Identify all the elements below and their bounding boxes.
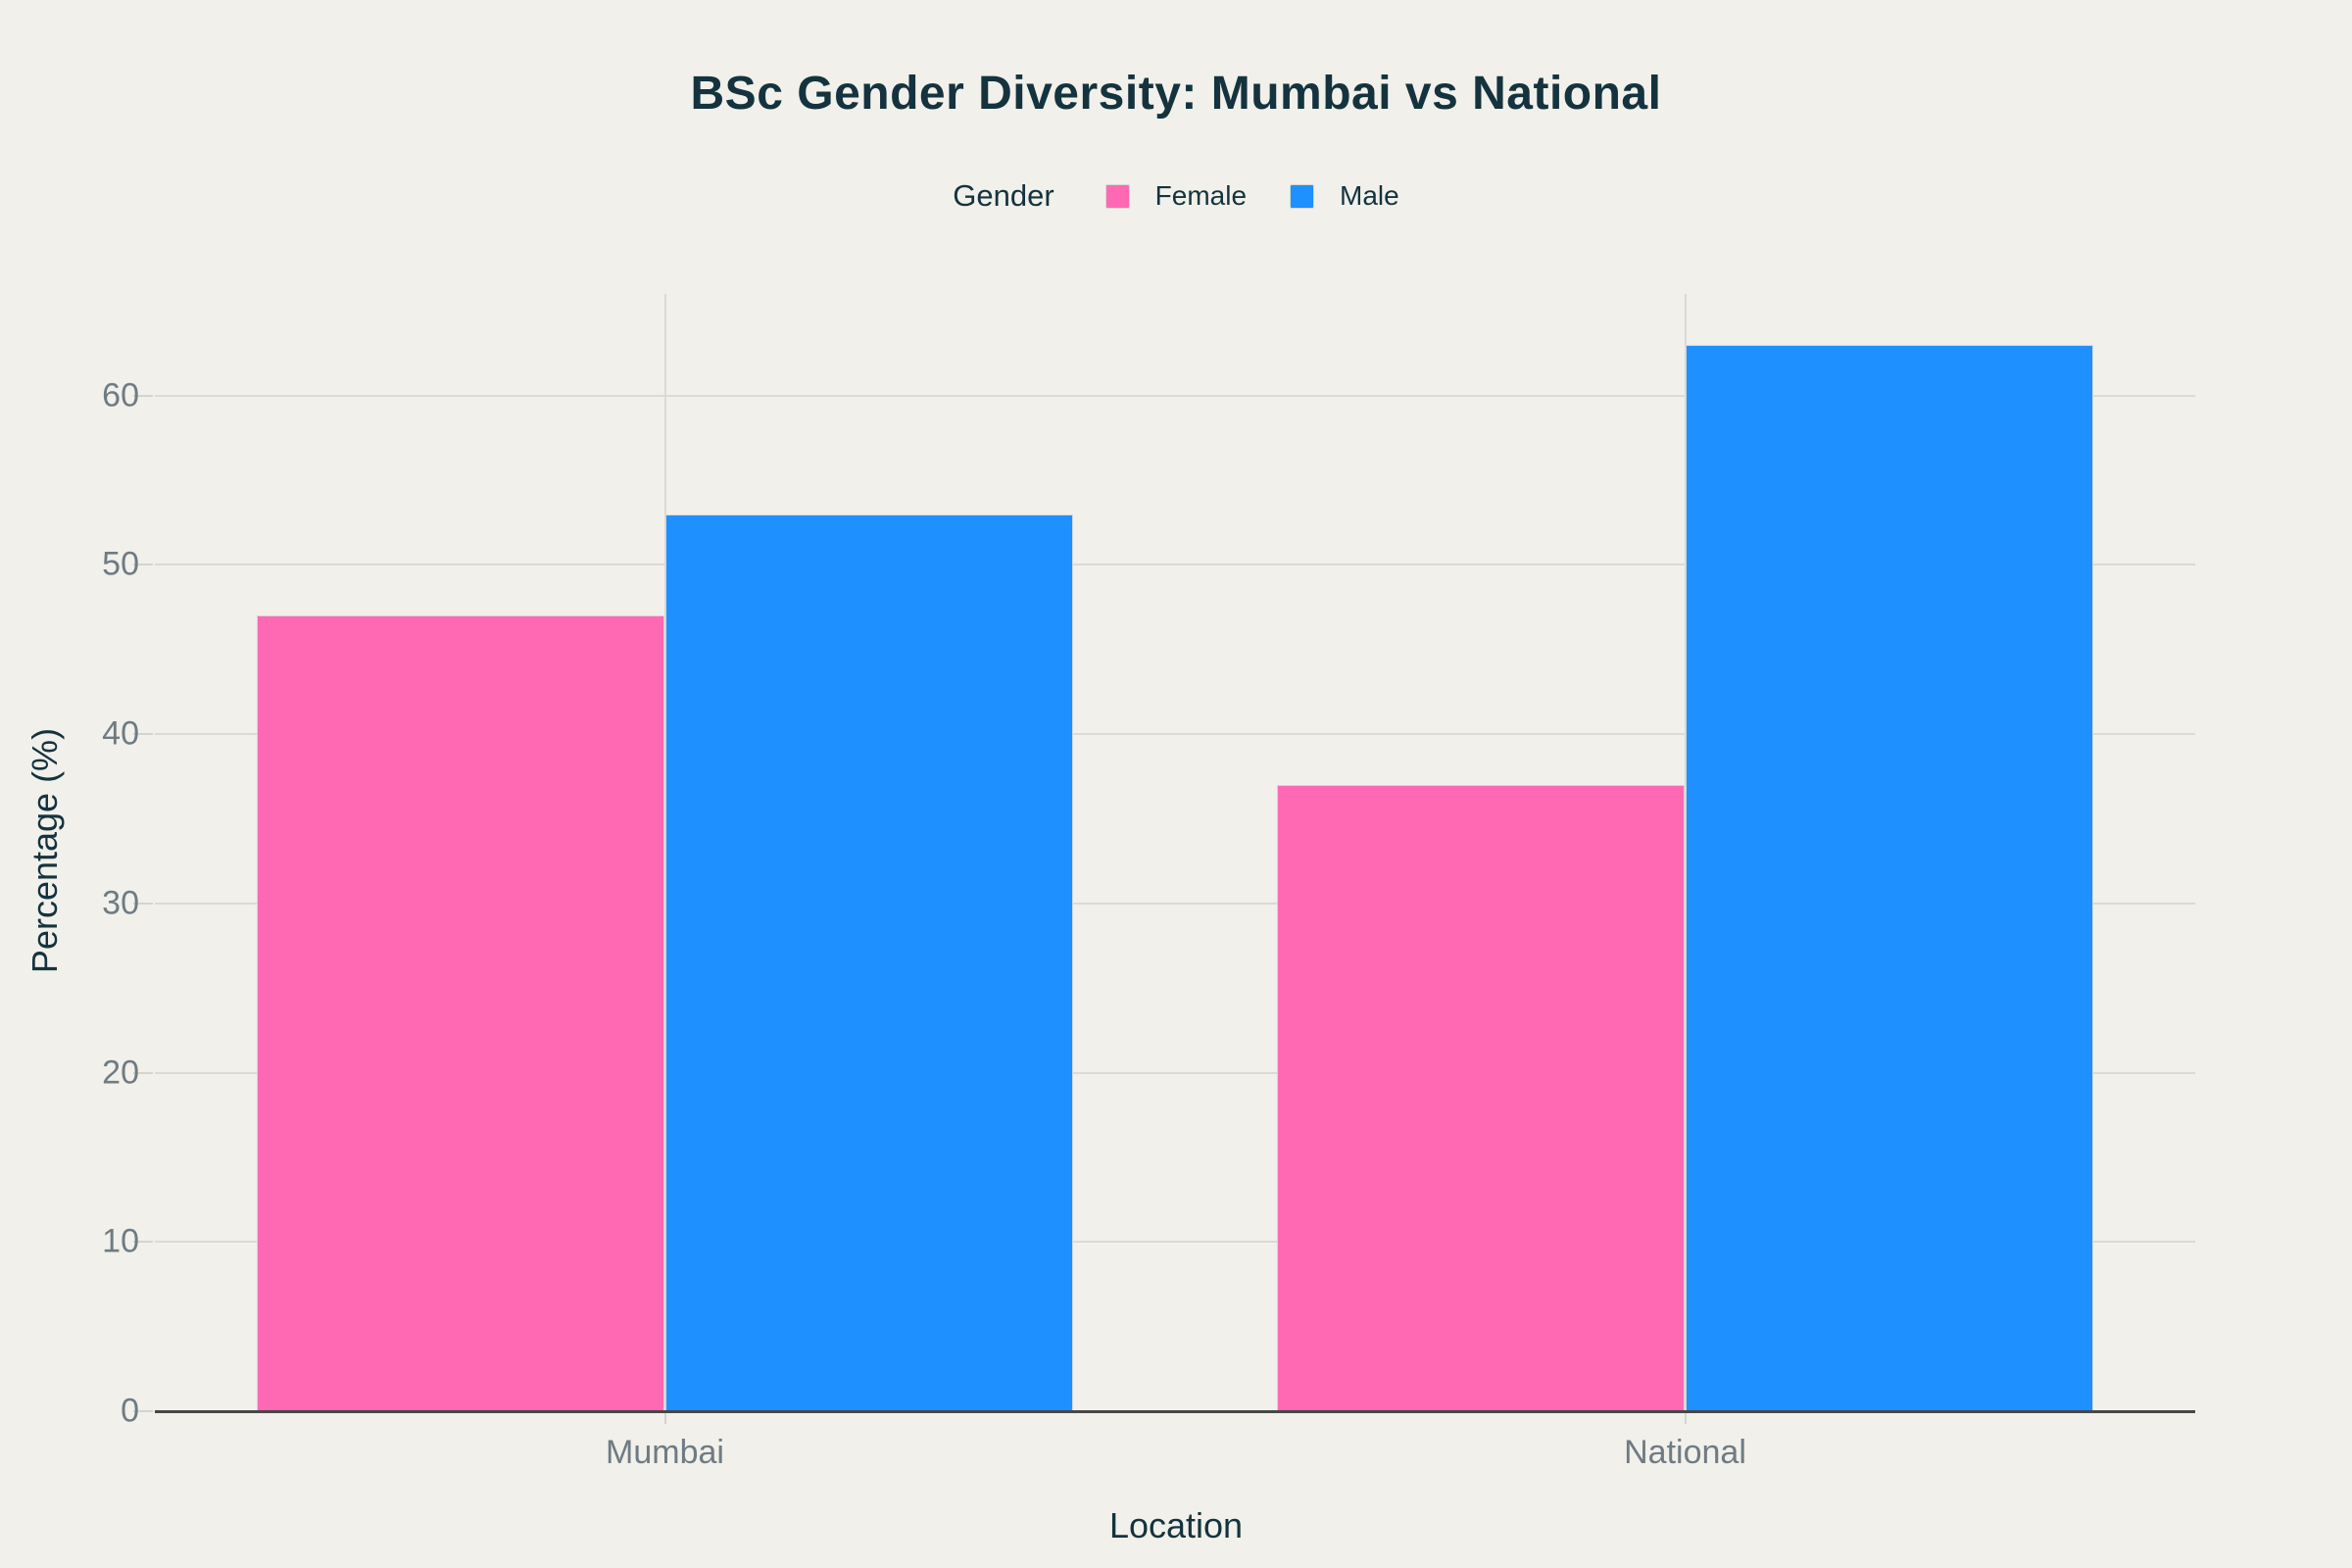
xtick-label-mumbai: Mumbai	[606, 1434, 724, 1471]
ytick-mark-20	[133, 1071, 153, 1074]
plot-area	[155, 294, 2195, 1411]
xtick-mark-mumbai	[663, 1413, 666, 1424]
gridline-y-30	[155, 902, 2195, 905]
gridline-y-40	[155, 733, 2195, 736]
xtick-label-national: National	[1624, 1434, 1746, 1471]
ytick-label-60: 60	[102, 376, 139, 415]
ytick-label-30: 30	[102, 884, 139, 922]
ytick-label-10: 10	[102, 1222, 139, 1260]
legend-title: Gender	[953, 178, 1054, 213]
xtick-mark-national	[1684, 1413, 1687, 1424]
ytick-label-0: 0	[121, 1392, 139, 1430]
legend-label-female: Female	[1154, 180, 1248, 211]
bar-mumbai-male[interactable]	[664, 514, 1073, 1411]
ytick-mark-10	[133, 1241, 153, 1244]
x-axis-title: Location	[1108, 1505, 1244, 1545]
ytick-mark-40	[133, 733, 153, 736]
y-axis-title: Percentage (%)	[24, 727, 65, 974]
ytick-label-50: 50	[102, 545, 139, 583]
ytick-label-40: 40	[102, 714, 139, 753]
legend-item-male[interactable]: Male	[1290, 180, 1399, 212]
x-axis-line	[155, 1410, 2195, 1413]
gridline-y-60	[155, 394, 2195, 397]
ytick-mark-0	[133, 1410, 153, 1412]
gridline-y-20	[155, 1071, 2195, 1074]
ytick-mark-50	[133, 564, 153, 566]
gridline-y-50	[155, 564, 2195, 566]
ytick-mark-30	[133, 902, 153, 905]
legend-item-female[interactable]: Female	[1104, 180, 1248, 212]
legend: Gender Female Male	[0, 178, 2352, 214]
bar-national-female[interactable]	[1277, 784, 1686, 1411]
male-swatch-icon	[1290, 183, 1315, 209]
bar-mumbai-female[interactable]	[257, 615, 665, 1411]
gridline-y-10	[155, 1241, 2195, 1244]
bar-national-male[interactable]	[1685, 344, 2093, 1411]
ytick-mark-60	[133, 394, 153, 397]
ytick-label-20: 20	[102, 1054, 139, 1092]
chart-title: BSc Gender Diversity: Mumbai vs National	[690, 68, 1662, 120]
legend-label-male: Male	[1340, 180, 1399, 211]
female-swatch-icon	[1104, 183, 1130, 209]
